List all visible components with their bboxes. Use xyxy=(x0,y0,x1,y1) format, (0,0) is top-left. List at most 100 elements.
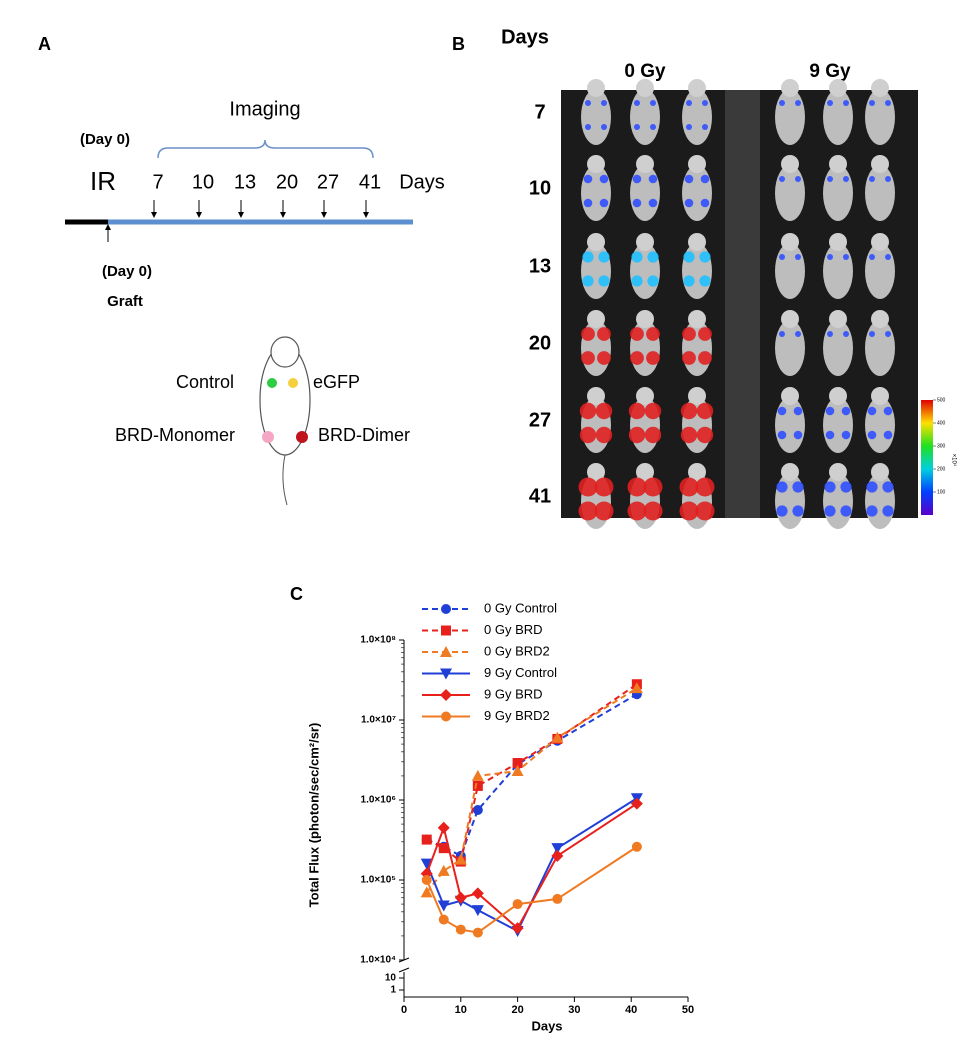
signal xyxy=(683,275,695,287)
signal xyxy=(699,275,711,287)
signal xyxy=(644,402,662,420)
signal xyxy=(883,430,893,440)
signal xyxy=(594,501,614,521)
mouse-image xyxy=(682,89,712,145)
signal xyxy=(581,327,595,341)
signal xyxy=(700,174,710,184)
signal xyxy=(583,174,593,184)
mouse-image xyxy=(871,463,889,481)
y-tick-label: 10 xyxy=(385,973,397,984)
mouse-image xyxy=(871,79,889,97)
mouse-image xyxy=(581,243,611,299)
marker xyxy=(551,843,564,855)
signal xyxy=(631,275,643,287)
site-label: BRD-Dimer xyxy=(318,425,410,445)
signal xyxy=(795,176,801,182)
mouse-image xyxy=(823,89,853,145)
arrow-head xyxy=(238,212,244,218)
mouse-image xyxy=(636,79,654,97)
legend-marker xyxy=(441,711,451,722)
day-label: 20 xyxy=(276,171,298,193)
signal xyxy=(582,251,594,263)
marker xyxy=(471,769,484,781)
signal xyxy=(885,100,891,106)
mouse-image xyxy=(630,89,660,145)
signal xyxy=(634,100,640,106)
mouse-image xyxy=(636,155,654,173)
marker xyxy=(455,924,466,935)
signal xyxy=(684,198,694,208)
arrow-head xyxy=(151,212,157,218)
mouse-image xyxy=(636,387,654,405)
signal xyxy=(885,254,891,260)
arrow-head xyxy=(280,212,286,218)
legend-marker xyxy=(440,689,452,701)
signal xyxy=(648,198,658,208)
signal xyxy=(680,402,698,420)
signal xyxy=(582,275,594,287)
signal xyxy=(793,406,803,416)
legend-label: 0 Gy BRD xyxy=(484,622,543,637)
signal xyxy=(827,331,833,337)
x-tick-label: 0 xyxy=(401,1004,407,1016)
legend-label: 0 Gy BRD2 xyxy=(484,643,550,658)
signal xyxy=(595,402,613,420)
y-tick-label: 1.0×10⁷ xyxy=(361,715,396,726)
colorbar xyxy=(921,400,933,515)
signal xyxy=(630,327,644,341)
marker xyxy=(437,900,450,912)
signal xyxy=(841,430,851,440)
marker xyxy=(512,899,523,910)
signal xyxy=(825,430,835,440)
signal xyxy=(882,481,894,493)
mouse-image xyxy=(775,89,805,145)
mouse-image xyxy=(688,463,706,481)
x-tick-label: 40 xyxy=(625,1004,637,1016)
mouse-image xyxy=(823,473,853,529)
mouse-image xyxy=(865,397,895,453)
signal xyxy=(779,100,785,106)
axis-break xyxy=(398,967,410,973)
marker xyxy=(438,843,449,854)
marker xyxy=(471,887,484,900)
signal xyxy=(825,406,835,416)
mouse-image xyxy=(587,79,605,97)
marker xyxy=(552,893,563,904)
site-label: BRD-Monomer xyxy=(115,425,235,445)
mouse-image xyxy=(636,463,654,481)
signal xyxy=(684,174,694,184)
signal xyxy=(598,251,610,263)
signal xyxy=(827,254,833,260)
marker xyxy=(454,891,467,904)
mouse-image xyxy=(630,243,660,299)
signal xyxy=(869,176,875,182)
signal xyxy=(598,275,610,287)
y-tick-label: 1 xyxy=(390,985,396,996)
mouse-image xyxy=(823,320,853,376)
signal xyxy=(700,198,710,208)
signal xyxy=(628,402,646,420)
column-label: 9 Gy xyxy=(809,61,851,82)
signal xyxy=(699,251,711,263)
signal xyxy=(647,275,659,287)
mouse-image xyxy=(581,165,611,221)
signal xyxy=(632,174,642,184)
signal xyxy=(867,430,877,440)
marker xyxy=(437,821,450,834)
day-label: 41 xyxy=(529,485,551,507)
signal xyxy=(597,351,611,365)
signal xyxy=(869,331,875,337)
signal xyxy=(866,481,878,493)
y-tick-label: 1.0×10⁶ xyxy=(361,795,396,806)
signal xyxy=(647,251,659,263)
signal xyxy=(883,406,893,416)
y-tick-label: 1.0×10⁸ xyxy=(360,635,396,646)
colorbar-tick-label: 100 xyxy=(937,489,946,495)
mouse-image xyxy=(829,310,847,328)
signal xyxy=(885,331,891,337)
mouse-image xyxy=(587,310,605,328)
signal xyxy=(843,176,849,182)
signal xyxy=(885,176,891,182)
signal xyxy=(779,254,785,260)
